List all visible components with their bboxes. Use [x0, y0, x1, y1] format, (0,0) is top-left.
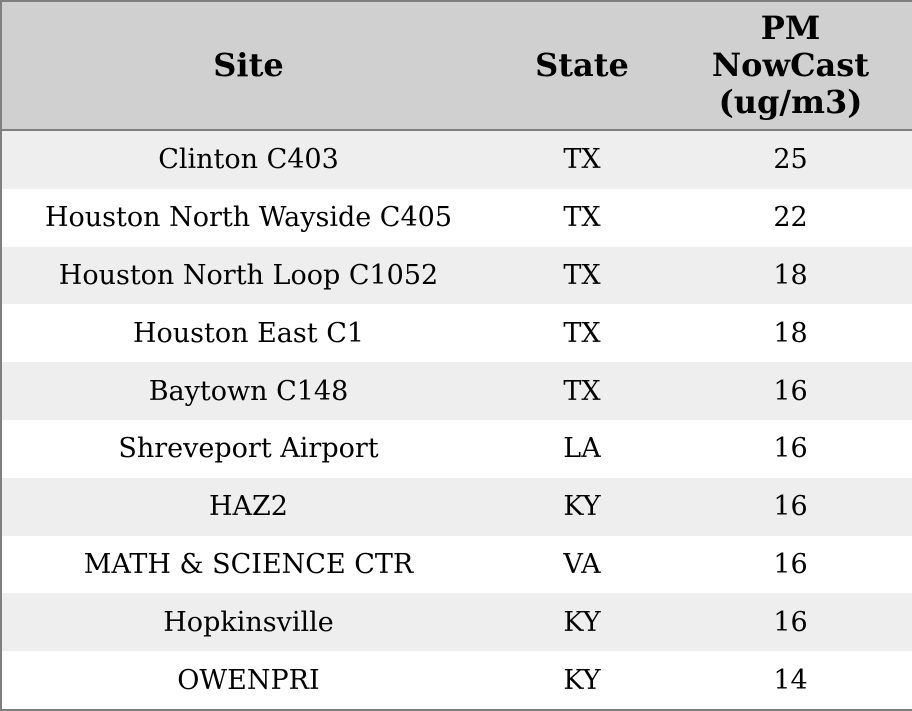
table-row: Shreveport Airport LA 16 [1, 419, 912, 478]
pm-value-cell: 22 [669, 188, 912, 247]
pm-value-cell: 14 [669, 651, 912, 710]
pm-value-cell: 16 [669, 419, 912, 478]
pm-value-cell: 16 [669, 535, 912, 594]
table-row: OWENPRI KY 14 [1, 651, 912, 710]
state-cell: LA [495, 419, 669, 478]
header-row: Site State PM NowCast (ug/m3) [1, 1, 912, 131]
state-cell: TX [495, 130, 669, 189]
state-cell: TX [495, 304, 669, 363]
state-cell: KY [495, 651, 669, 710]
table-row: Houston North Wayside C405 TX 22 [1, 188, 912, 247]
state-cell: TX [495, 188, 669, 247]
pm-value-cell: 16 [669, 593, 912, 652]
table-row: Clinton C403 TX 25 [1, 130, 912, 189]
site-cell: Houston East C1 [1, 304, 495, 363]
pm-value-cell: 16 [669, 362, 912, 420]
site-cell: Hopkinsville [1, 593, 495, 652]
site-cell: OWENPRI [1, 651, 495, 710]
site-cell: Clinton C403 [1, 130, 495, 189]
pm-value-cell: 18 [669, 246, 912, 305]
site-cell: Shreveport Airport [1, 419, 495, 478]
state-cell: TX [495, 362, 669, 420]
site-cell: Houston North Wayside C405 [1, 188, 495, 247]
table-row: HAZ2 KY 16 [1, 477, 912, 536]
site-cell: HAZ2 [1, 477, 495, 536]
header-pm-nowcast: PM NowCast (ug/m3) [669, 1, 912, 131]
table-row: Hopkinsville KY 16 [1, 593, 912, 652]
table-body: Clinton C403 TX 25 Houston North Wayside C4… [1, 130, 912, 710]
state-cell: VA [495, 535, 669, 594]
state-cell: TX [495, 246, 669, 305]
pm-value-cell: 18 [669, 304, 912, 363]
table-header: Site State PM NowCast (ug/m3) [1, 1, 912, 131]
header-site: Site [1, 1, 495, 131]
state-cell: KY [495, 593, 669, 652]
header-state: State [495, 1, 669, 131]
table-row: Houston North Loop C1052 TX 18 [1, 246, 912, 305]
site-cell: Houston North Loop C1052 [1, 246, 495, 305]
table-row: Baytown C148 TX 16 [1, 362, 912, 420]
pm-value-cell: 25 [669, 130, 912, 189]
site-cell: Baytown C148 [1, 362, 495, 420]
table-row: MATH & SCIENCE CTR VA 16 [1, 535, 912, 594]
table-row: Houston East C1 TX 18 [1, 304, 912, 363]
pm-value-cell: 16 [669, 477, 912, 536]
site-cell: MATH & SCIENCE CTR [1, 535, 495, 594]
state-cell: KY [495, 477, 669, 536]
